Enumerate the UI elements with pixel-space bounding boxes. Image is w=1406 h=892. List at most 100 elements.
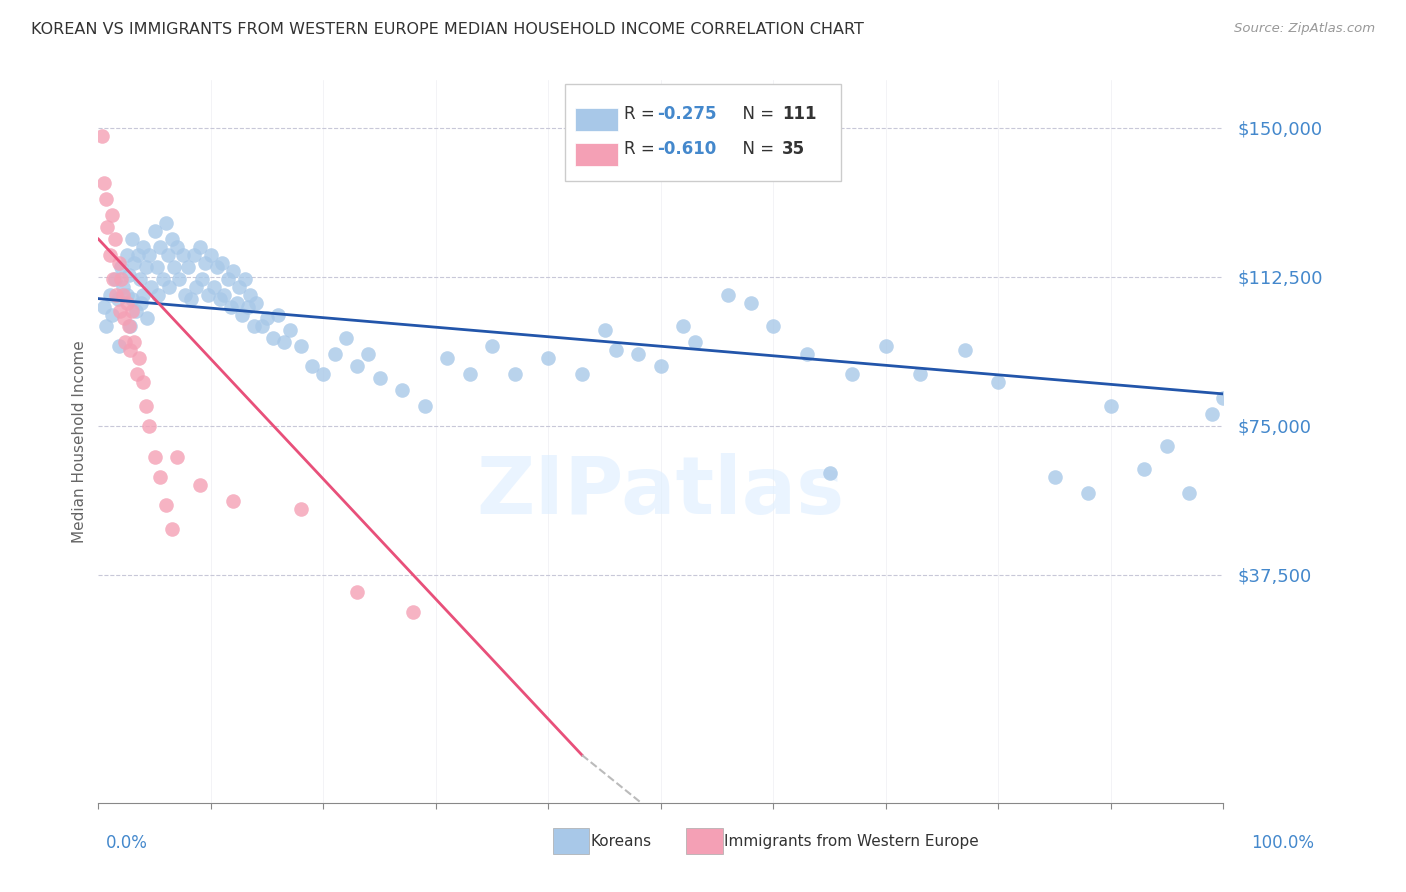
Point bbox=[841, 367, 863, 381]
Point bbox=[157, 248, 180, 262]
Point bbox=[105, 287, 128, 301]
Point bbox=[262, 331, 284, 345]
Point bbox=[132, 287, 155, 301]
Text: R =: R = bbox=[624, 105, 659, 123]
Point bbox=[278, 323, 301, 337]
Point bbox=[197, 287, 219, 301]
Point bbox=[683, 335, 706, 350]
Point bbox=[124, 256, 146, 270]
Text: Source: ZipAtlas.com: Source: ZipAtlas.com bbox=[1234, 22, 1375, 36]
Point bbox=[160, 522, 183, 536]
Point bbox=[214, 287, 236, 301]
Point bbox=[1133, 462, 1156, 476]
Point bbox=[149, 240, 172, 254]
Point bbox=[593, 323, 616, 337]
Point bbox=[953, 343, 976, 358]
Point bbox=[1043, 470, 1066, 484]
Point bbox=[205, 260, 228, 274]
Point bbox=[627, 347, 650, 361]
Text: 111: 111 bbox=[782, 105, 817, 123]
Point bbox=[267, 308, 290, 322]
Point bbox=[104, 232, 127, 246]
Text: -0.610: -0.610 bbox=[658, 140, 717, 158]
Text: R =: R = bbox=[624, 140, 659, 158]
Point bbox=[110, 260, 132, 274]
Point bbox=[160, 232, 183, 246]
Point bbox=[908, 367, 931, 381]
Point bbox=[143, 224, 166, 238]
Point bbox=[740, 295, 762, 310]
Point bbox=[1077, 486, 1099, 500]
Point bbox=[1212, 391, 1234, 405]
Point bbox=[143, 450, 166, 465]
Point bbox=[149, 470, 172, 484]
Point bbox=[157, 279, 180, 293]
Point bbox=[875, 339, 897, 353]
Point bbox=[191, 272, 214, 286]
Point bbox=[155, 498, 177, 512]
Point bbox=[128, 351, 150, 366]
Point bbox=[96, 319, 118, 334]
Point bbox=[180, 292, 202, 306]
Point bbox=[124, 335, 146, 350]
Point bbox=[174, 287, 197, 301]
Point bbox=[537, 351, 560, 366]
Text: Koreans: Koreans bbox=[591, 834, 651, 848]
Point bbox=[323, 347, 346, 361]
Point bbox=[104, 272, 127, 286]
Point bbox=[98, 248, 121, 262]
Point bbox=[481, 339, 503, 353]
Point bbox=[135, 260, 157, 274]
Point bbox=[458, 367, 481, 381]
Point bbox=[346, 585, 368, 599]
Point bbox=[290, 502, 312, 516]
Point bbox=[115, 295, 138, 310]
Point bbox=[987, 375, 1010, 389]
Point bbox=[225, 295, 247, 310]
Point bbox=[200, 248, 222, 262]
Point bbox=[219, 300, 242, 314]
Point bbox=[222, 494, 245, 508]
Point bbox=[132, 240, 155, 254]
Point bbox=[186, 279, 208, 293]
Point bbox=[368, 371, 391, 385]
Point bbox=[118, 268, 141, 282]
Point bbox=[127, 248, 149, 262]
Text: KOREAN VS IMMIGRANTS FROM WESTERN EUROPE MEDIAN HOUSEHOLD INCOME CORRELATION CHA: KOREAN VS IMMIGRANTS FROM WESTERN EUROPE… bbox=[31, 22, 863, 37]
Point bbox=[818, 467, 841, 481]
Point bbox=[125, 367, 148, 381]
Point bbox=[172, 248, 194, 262]
Point bbox=[436, 351, 458, 366]
Point bbox=[121, 232, 143, 246]
Point bbox=[110, 272, 132, 286]
Point bbox=[135, 399, 157, 413]
Point bbox=[166, 450, 188, 465]
Point bbox=[1099, 399, 1122, 413]
Point bbox=[217, 272, 239, 286]
Point bbox=[188, 240, 211, 254]
Point bbox=[118, 319, 141, 334]
Point bbox=[1178, 486, 1201, 500]
Point bbox=[605, 343, 627, 358]
Point bbox=[183, 248, 205, 262]
Y-axis label: Median Household Income: Median Household Income bbox=[72, 340, 87, 543]
Point bbox=[211, 256, 233, 270]
Point bbox=[413, 399, 436, 413]
Point bbox=[245, 295, 267, 310]
Point bbox=[121, 303, 143, 318]
Point bbox=[169, 272, 191, 286]
Point bbox=[112, 287, 135, 301]
Point bbox=[114, 335, 136, 350]
Point bbox=[571, 367, 593, 381]
Point bbox=[228, 279, 250, 293]
Point bbox=[129, 295, 152, 310]
Point bbox=[242, 319, 264, 334]
Point bbox=[93, 300, 115, 314]
Point bbox=[138, 418, 160, 433]
FancyBboxPatch shape bbox=[575, 143, 619, 166]
Point bbox=[96, 193, 118, 207]
Point bbox=[118, 343, 141, 358]
Point bbox=[188, 478, 211, 492]
Point bbox=[124, 303, 146, 318]
Point bbox=[503, 367, 526, 381]
